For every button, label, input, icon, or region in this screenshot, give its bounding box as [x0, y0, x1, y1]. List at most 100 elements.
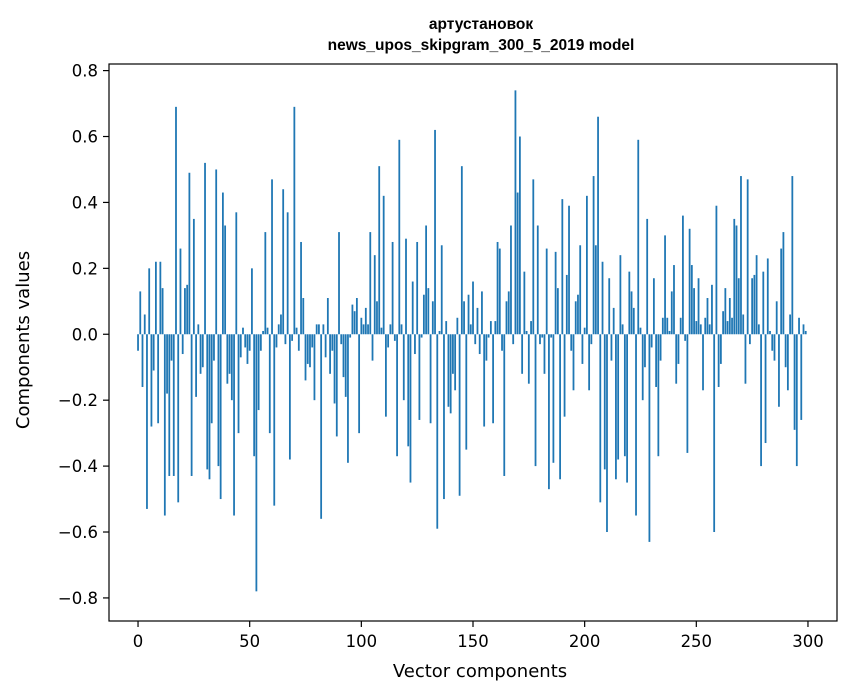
bar: [253, 334, 256, 457]
bar: [224, 225, 227, 335]
bar: [574, 301, 577, 335]
bar: [288, 334, 291, 460]
bar: [579, 245, 582, 335]
bar: [170, 334, 173, 361]
bar: [514, 90, 517, 335]
bar: [358, 334, 361, 434]
bar: [206, 334, 209, 470]
bar: [525, 330, 528, 335]
bar: [246, 334, 249, 364]
bar: [550, 334, 553, 338]
bar: [248, 334, 251, 351]
bar: [476, 307, 479, 335]
bar: [762, 271, 765, 335]
bar: [434, 129, 436, 335]
bar: [635, 334, 637, 516]
bar: [407, 334, 410, 447]
bar: [264, 232, 267, 335]
plot-frame: [108, 63, 838, 622]
bar: [322, 324, 325, 335]
bar: [353, 311, 356, 335]
bar: [592, 176, 595, 335]
bar: [775, 301, 778, 335]
bar: [161, 288, 164, 335]
bar: [376, 301, 378, 335]
bar: [291, 334, 294, 341]
bar: [697, 278, 700, 335]
bar: [284, 334, 287, 345]
bar: [793, 334, 796, 430]
bar: [146, 334, 148, 509]
bar: [556, 288, 559, 335]
y-tick-label: −0.4: [58, 457, 98, 476]
bar: [300, 241, 302, 335]
bar: [335, 334, 338, 437]
bar: [204, 162, 206, 335]
bar: [148, 268, 151, 335]
bar: [702, 334, 704, 391]
bar: [695, 321, 698, 335]
bar: [277, 324, 280, 335]
y-tick-label: 0.4: [72, 193, 98, 212]
bar: [282, 189, 285, 335]
bar: [704, 317, 707, 335]
bar: [268, 334, 271, 434]
bar: [367, 324, 369, 335]
bar: [188, 172, 191, 335]
bar: [719, 334, 722, 364]
x-tick-label: 0: [133, 632, 144, 651]
bar: [684, 334, 687, 341]
bar: [273, 334, 276, 506]
bar: [396, 334, 398, 457]
x-tick-label: 250: [681, 632, 713, 651]
bar: [659, 334, 662, 361]
bar: [699, 324, 702, 335]
bar: [523, 271, 526, 335]
bar: [456, 317, 459, 335]
bar: [541, 334, 544, 338]
bar: [610, 334, 613, 361]
bar: [492, 334, 494, 424]
bar: [784, 334, 787, 368]
bar: [597, 116, 599, 335]
bar: [483, 334, 486, 427]
bar: [519, 136, 521, 335]
bar: [222, 192, 224, 335]
bar: [623, 334, 626, 457]
bar: [137, 334, 139, 351]
bar: [637, 139, 640, 335]
bar: [568, 205, 570, 335]
bar: [487, 334, 490, 338]
bar: [543, 334, 546, 374]
bar: [436, 334, 439, 529]
y-tick-label: 0.0: [72, 325, 98, 344]
bar: [262, 330, 264, 335]
bar: [463, 301, 465, 335]
bar: [351, 304, 354, 335]
bar: [306, 334, 309, 364]
bar: [505, 301, 508, 335]
bar: [802, 324, 805, 335]
bar: [166, 334, 168, 394]
bar: [163, 334, 166, 516]
bar: [666, 317, 669, 335]
bar: [378, 166, 381, 335]
bar: [722, 311, 725, 335]
bar: [177, 334, 180, 503]
bar: [438, 330, 441, 335]
bar: [349, 334, 352, 338]
bar: [601, 261, 604, 335]
bar: [679, 317, 682, 335]
bar: [782, 232, 785, 335]
x-tick-label: 300: [792, 632, 824, 651]
bar: [494, 321, 497, 335]
bar: [626, 334, 628, 483]
x-axis-ticks: 0 50 100 150 200 250 300: [133, 621, 824, 651]
bar: [460, 166, 463, 335]
bar: [534, 334, 537, 467]
y-axis-label: Components values: [13, 251, 34, 429]
bar: [726, 321, 729, 335]
bar: [603, 334, 606, 470]
bar: [539, 334, 541, 345]
